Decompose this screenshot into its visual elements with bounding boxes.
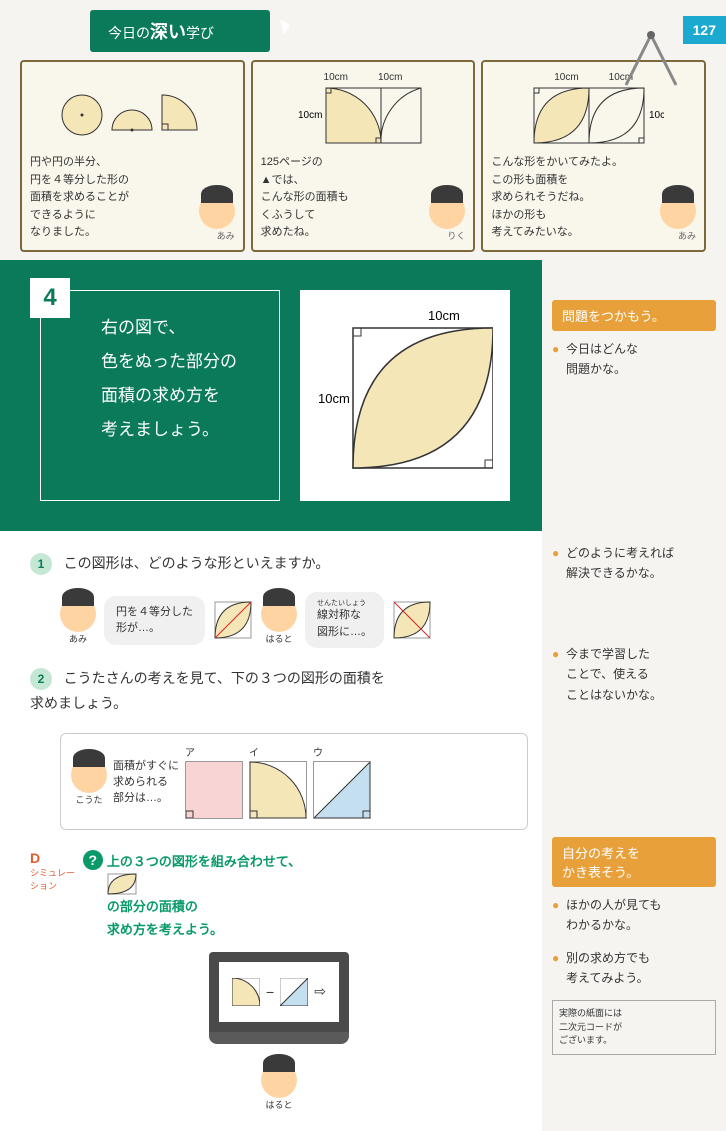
compass-icon <box>616 30 686 90</box>
panel3-shapes: 10cm <box>524 83 664 148</box>
riku-avatar <box>429 193 465 229</box>
panel1-shapes <box>57 80 207 140</box>
svg-text:10cm: 10cm <box>298 110 322 121</box>
problem-text: 右の図で、 色をぬった部分の 面積の求め方を 考えましょう。 <box>40 290 280 501</box>
svg-text:10cm: 10cm <box>428 308 460 323</box>
sidebar: どのように考えれば 解決できるかな。 今まで学習した ことで、使える ことはない… <box>542 531 726 1131</box>
laptop-illustration: − ⇨ <box>209 952 349 1052</box>
problem-number: 4 <box>30 278 70 318</box>
sidebar-head-2: 自分の考えを かき表そう。 <box>552 837 716 887</box>
shapes-box: こうた 面積がすぐに 求められる 部分は…。 ア イ ウ <box>60 733 528 830</box>
banner: 今日の深い学び <box>90 10 270 52</box>
shape-b <box>249 761 307 819</box>
ami-icon <box>60 596 96 632</box>
textbook-page: 127 今日の深い学び 円や円の半分、 円を４等分した形の 面積を求めること <box>0 10 726 1131</box>
qr-code-note: 実際の紙面には 二次元コードが ございます。 <box>552 1000 716 1055</box>
panel2-shapes: 10cm <box>298 83 428 148</box>
shape-c <box>313 761 371 819</box>
simulation-question: D シミュレー ション ? 上の３つの図形を組み合わせて、 の部分の面積の 求め… <box>30 850 528 942</box>
question-mark-icon: ? <box>83 850 103 870</box>
shape-a <box>185 761 243 819</box>
question-1: 1 この図形は、どのような形といえますか。 <box>30 551 528 576</box>
svg-text:10cm: 10cm <box>649 110 664 121</box>
ami-avatar <box>199 193 235 229</box>
panel-1: 円や円の半分、 円を４等分した形の 面積を求めることが できるように なりました… <box>20 60 245 252</box>
ami-avatar-2 <box>660 193 696 229</box>
page-number: 127 <box>683 16 726 44</box>
sidebar-head-1: 問題をつかもう。 <box>552 300 716 331</box>
leaf-inline-icon <box>107 873 137 895</box>
leaf-shape-red <box>213 600 253 640</box>
problem-figure: 10cm 10cm <box>300 290 510 501</box>
question-2: 2 こうたさんの考えを見て、下の３つの図形の面積を 求めましょう。 <box>30 666 528 716</box>
main-body: 1 この図形は、どのような形といえますか。 あみ 円を４等分した 形が…。 はる… <box>0 531 726 1131</box>
haruto-icon-2 <box>261 1062 297 1098</box>
svg-text:10cm: 10cm <box>318 391 350 406</box>
kouta-icon <box>71 757 107 793</box>
leaf-shape-sym <box>392 600 432 640</box>
problem-section: 4 右の図で、 色をぬった部分の 面積の求め方を 考えましょう。 10cm 10… <box>0 260 542 531</box>
panel-2: 10cm10cm 10cm 125ページの ▲では、 こんな形の面積も くふうし… <box>251 60 476 252</box>
haruto-icon <box>261 596 297 632</box>
